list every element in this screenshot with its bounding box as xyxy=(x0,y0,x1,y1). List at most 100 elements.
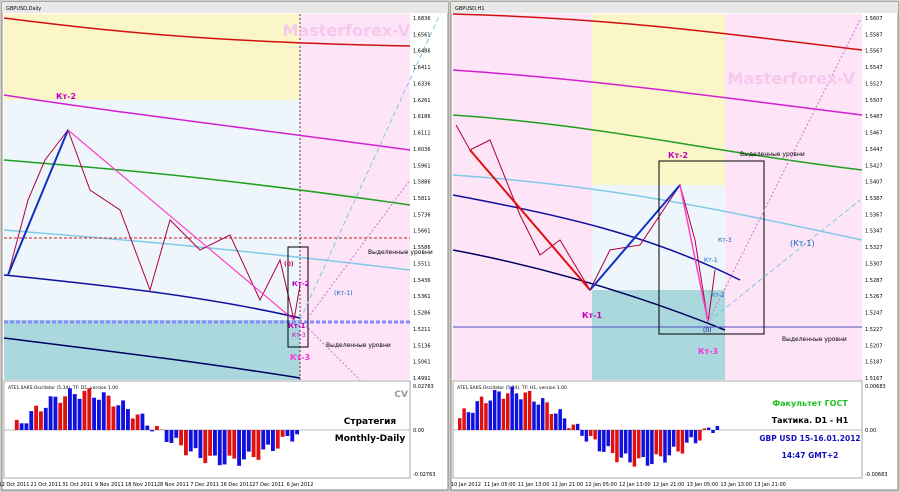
price-label: 1.5427 xyxy=(865,163,883,169)
oscillator-bar xyxy=(501,398,506,430)
date-label: 13 Jan 21:00 xyxy=(754,482,786,488)
oscillator-bar xyxy=(126,409,130,430)
wave-label: Кт-2 xyxy=(668,151,688,160)
wave-label: Кт-2 xyxy=(292,280,310,288)
note: Monthly-Daily xyxy=(335,434,406,444)
oscillator-bar xyxy=(488,400,493,430)
oscillator-bar xyxy=(711,430,715,434)
oscillator-bar xyxy=(523,392,527,430)
oscillator-bar xyxy=(680,430,685,454)
price-label: 1.4991 xyxy=(413,376,431,382)
price-label: 1.6336 xyxy=(413,81,431,87)
zone-yellow xyxy=(592,14,725,185)
oscillator-bar xyxy=(217,430,222,466)
wave-label: Кт-1 xyxy=(704,257,718,264)
oscillator-bar xyxy=(87,388,92,430)
oscillator-bar xyxy=(663,430,667,463)
zone-pink xyxy=(725,14,862,380)
oscillator-bar xyxy=(53,396,58,430)
date-label: 16 Dec 2011 xyxy=(220,482,252,488)
price-label: 1.5436 xyxy=(413,278,431,284)
date-label: 11 Jan 21:00 xyxy=(551,482,583,488)
oscillator-bar xyxy=(232,430,237,459)
oscillator-bar xyxy=(706,427,711,430)
price-label: 1.5467 xyxy=(865,131,883,137)
oscillator-bar xyxy=(580,430,584,436)
wave-label: (0) xyxy=(703,327,712,334)
box xyxy=(287,246,309,348)
oscillator-axis-label: -0.00683 xyxy=(865,472,887,478)
oscillator-bar xyxy=(645,430,650,466)
oscillator-bar xyxy=(266,430,271,445)
ma-blue xyxy=(3,274,301,319)
oscillator-bar xyxy=(246,430,251,452)
date-label: 11 Jan 13:00 xyxy=(518,482,550,488)
oscillator-bar xyxy=(575,423,580,430)
oscillator-bar xyxy=(155,425,159,430)
oscillator-bar xyxy=(562,418,567,430)
wave xyxy=(469,149,591,291)
oscillator-bar xyxy=(545,402,549,430)
oscillator-bar xyxy=(571,424,576,430)
oscillator-bar xyxy=(58,402,63,430)
price-label: 1.5167 xyxy=(865,376,883,382)
date-label: 13 Jan 05:00 xyxy=(687,482,719,488)
date-label: 12 Jan 13:00 xyxy=(619,482,651,488)
note: 14:47 GMT+2 xyxy=(782,451,839,460)
oscillator-bar xyxy=(116,405,121,430)
note: Факультет ГОСТ xyxy=(772,399,848,408)
date-label: 28 Nov 2011 xyxy=(157,482,189,488)
wave xyxy=(589,184,681,291)
oscillator-bar xyxy=(135,414,140,430)
note: GBP USD 15-16.01.2012 xyxy=(759,434,860,443)
date-label: 21 Oct 2011 xyxy=(30,482,61,488)
title-bar xyxy=(2,2,448,13)
oscillator-bar xyxy=(242,430,246,460)
oscillator-bar xyxy=(19,423,24,430)
oscillator-bar xyxy=(164,430,169,443)
price-label: 1.5587 xyxy=(865,32,883,38)
price-label: 1.6486 xyxy=(413,49,431,55)
wave-label: Кт-3 xyxy=(290,353,310,362)
price-label: 1.5267 xyxy=(865,294,883,300)
price-label: 1.5387 xyxy=(865,196,883,202)
oscillator-bar xyxy=(458,418,462,430)
zone-yellow xyxy=(4,14,300,100)
price-label: 1.5586 xyxy=(413,245,431,251)
oscillator-bar xyxy=(506,393,510,430)
oscillator-bar xyxy=(532,401,536,430)
ma-lightblue xyxy=(3,229,411,271)
wave-label: (Кт-1) xyxy=(790,239,815,248)
oscillator-bar xyxy=(72,394,77,430)
oscillator-bar xyxy=(479,396,484,430)
ma-lightblue xyxy=(452,174,863,241)
date-label: 31 Oct 2011 xyxy=(62,482,93,488)
price-label: 1.5367 xyxy=(865,212,883,218)
oscillator-bar xyxy=(698,430,702,441)
price-label: 1.5811 xyxy=(413,196,431,202)
oscillator-bar xyxy=(169,430,174,443)
wave xyxy=(7,129,69,276)
oscillator-bar xyxy=(174,430,179,438)
oscillator-bar xyxy=(48,396,53,430)
date-label: 27 Dec 2011 xyxy=(252,482,284,488)
oscillator-bar xyxy=(77,398,82,430)
oscillator-bar xyxy=(628,430,632,463)
wave-label: (Кт-1) xyxy=(334,290,352,297)
price-label: 1.5211 xyxy=(413,327,431,333)
oscillator-bar xyxy=(619,430,624,458)
oscillator-axis-label: 0.02763 xyxy=(413,384,434,390)
oscillator-bar xyxy=(121,400,126,430)
price-label: 1.5061 xyxy=(413,360,431,366)
oscillator-bar xyxy=(227,430,232,456)
oscillator-bar xyxy=(593,430,597,440)
panel-title: GBPUSD,H1 xyxy=(455,6,485,12)
date-label: 18 Nov 2011 xyxy=(125,482,157,488)
oscillator-bar xyxy=(497,391,501,430)
oscillator-bar xyxy=(540,398,545,430)
corner-label: CV xyxy=(394,390,408,400)
oscillator-bar xyxy=(554,413,558,430)
price-label: 1.5347 xyxy=(865,229,883,235)
title-bar xyxy=(451,2,898,13)
